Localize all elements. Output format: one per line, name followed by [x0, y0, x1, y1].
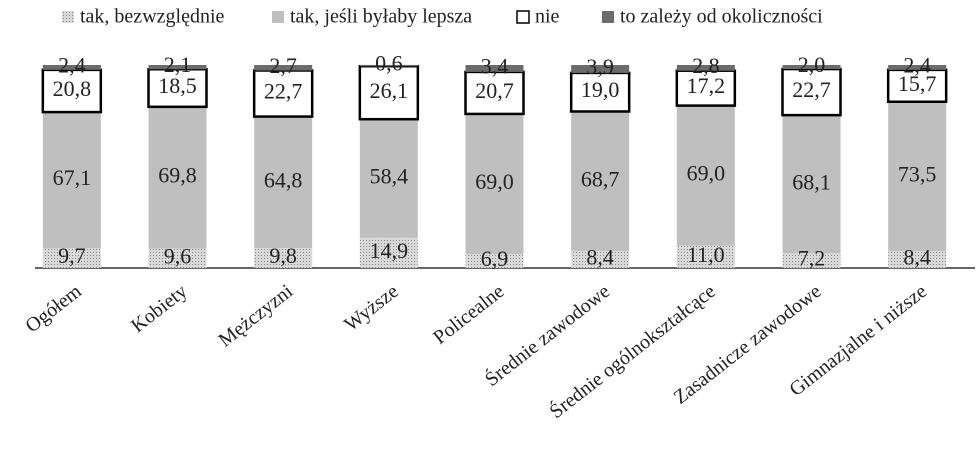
bar-segment — [888, 101, 947, 251]
value-label: 69,8 — [158, 163, 197, 188]
value-label: 2,0 — [798, 52, 826, 77]
legend-label: tak, bezwzględnie — [80, 6, 224, 28]
bar-segment — [571, 65, 630, 73]
value-label: 9,7 — [58, 243, 86, 268]
legend-label: tak, jeśli byłaby lepsza — [290, 6, 472, 28]
bar-segment — [359, 237, 418, 268]
value-label: 7,2 — [798, 246, 826, 271]
value-label: 22,7 — [264, 79, 303, 104]
legend-label: nie — [535, 6, 560, 28]
bar-segment — [148, 65, 207, 70]
bar-segment — [42, 112, 101, 249]
value-label: 2,1 — [164, 52, 192, 77]
x-tick-label: Wyższe — [340, 280, 403, 336]
value-label: 20,7 — [475, 78, 514, 103]
bar-segment — [359, 65, 418, 67]
value-label: 15,7 — [898, 71, 937, 96]
value-label: 9,6 — [164, 243, 192, 268]
value-label: 9,8 — [269, 243, 297, 268]
bar-segment — [41, 68, 103, 114]
value-label: 14,9 — [370, 238, 409, 263]
bar-segment — [781, 67, 842, 117]
bar-segment — [147, 68, 208, 109]
bar-segment — [148, 248, 207, 268]
value-label: 6,9 — [481, 246, 509, 271]
x-tick-label: Kobiety — [127, 280, 191, 337]
value-label: 17,2 — [687, 73, 726, 98]
value-label: 2,8 — [692, 53, 720, 78]
value-label: 26,1 — [370, 78, 409, 103]
bar-segment — [465, 113, 524, 254]
bar-segment — [888, 250, 947, 268]
value-label: 69,0 — [475, 169, 514, 194]
bar-segment — [782, 115, 841, 254]
bar-segment — [464, 70, 525, 116]
value-label: 8,4 — [586, 245, 614, 270]
value-label: 20,8 — [53, 76, 92, 101]
bar-segment — [42, 248, 101, 268]
bar-segment — [254, 248, 313, 268]
legend-swatch — [602, 11, 614, 23]
value-label: 8,4 — [903, 245, 931, 270]
bar-segment — [148, 106, 207, 249]
bar-segment — [465, 253, 524, 268]
legend-label: to zależy od okoliczności — [620, 6, 823, 28]
x-tick-label: Średnie ogólnokształcące — [544, 279, 719, 423]
bar-segment — [676, 65, 735, 71]
bar-segment — [571, 111, 630, 251]
value-label: 58,4 — [370, 164, 409, 189]
value-label: 69,0 — [687, 161, 726, 186]
bar-segment — [254, 65, 313, 71]
bar-segment — [358, 64, 420, 121]
bar-segment — [42, 65, 101, 70]
value-label: 64,8 — [264, 167, 303, 192]
bar-segment — [571, 250, 630, 268]
value-label: 2,4 — [58, 52, 86, 77]
value-label: 73,5 — [898, 161, 937, 186]
x-tick-label: Policealne — [429, 280, 508, 349]
bar-segment — [676, 105, 735, 246]
bar-segment — [782, 253, 841, 268]
bar-segment — [888, 65, 947, 70]
value-label: 22,7 — [792, 77, 831, 102]
legend-swatch — [272, 11, 284, 23]
value-label: 67,1 — [53, 165, 92, 190]
value-label: 11,0 — [687, 242, 725, 267]
bar-segment — [359, 119, 418, 238]
value-label: 3,4 — [481, 53, 509, 78]
value-label: 3,9 — [586, 54, 614, 79]
bar-segment — [254, 116, 313, 249]
legend-swatch — [516, 10, 530, 24]
value-label: 2,4 — [903, 52, 931, 77]
value-label: 0,6 — [375, 51, 403, 76]
x-tick-label: Ogółem — [21, 280, 86, 337]
bar-segment — [465, 65, 524, 72]
legend-swatch — [62, 11, 74, 23]
value-label: 19,0 — [581, 77, 620, 102]
x-tick-label: Mężczyzni — [214, 280, 297, 352]
value-label: 68,1 — [792, 169, 831, 194]
value-label: 68,7 — [581, 166, 620, 191]
bar-segment — [252, 69, 314, 118]
bar-segment — [782, 65, 841, 70]
value-label: 2,7 — [269, 53, 297, 78]
value-label: 18,5 — [158, 73, 197, 98]
bar-segment — [676, 245, 735, 268]
bar-segment — [675, 69, 737, 107]
